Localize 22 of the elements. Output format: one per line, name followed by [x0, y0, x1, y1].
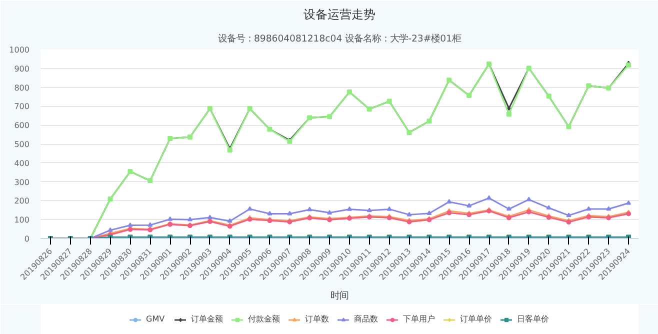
chart-subtitle: 设备号：898604081218c04 设备名称：大学-23#楼01柜: [218, 34, 462, 44]
legend-label: 商品数: [354, 314, 378, 324]
legend-label: 订单数: [305, 314, 329, 324]
y-tick-label: 700: [14, 102, 30, 112]
chart-title: 设备运营走势: [304, 8, 376, 22]
y-tick-label: 200: [14, 196, 30, 206]
legend-label: 订单金额: [191, 314, 223, 324]
x-axis-title: 时间: [330, 290, 348, 302]
y-tick-label: 500: [14, 140, 30, 149]
legend-label: 订单单价: [460, 314, 492, 324]
y-tick-label: 600: [14, 121, 30, 130]
y-tick-label: 100: [14, 216, 30, 225]
y-tick-label: 1000: [9, 46, 30, 54]
y-tick-label: 0: [24, 234, 30, 244]
legend-label: 下单用户: [403, 314, 435, 324]
legend-label: GMV: [146, 314, 166, 324]
y-tick-label: 800: [14, 83, 30, 92]
legend-label: 付款金额: [248, 314, 280, 324]
y-tick-label: 300: [14, 178, 30, 187]
y-tick-label: 400: [14, 158, 30, 168]
y-tick-label: 900: [14, 64, 30, 74]
legend-label: 日客单价: [517, 314, 549, 324]
